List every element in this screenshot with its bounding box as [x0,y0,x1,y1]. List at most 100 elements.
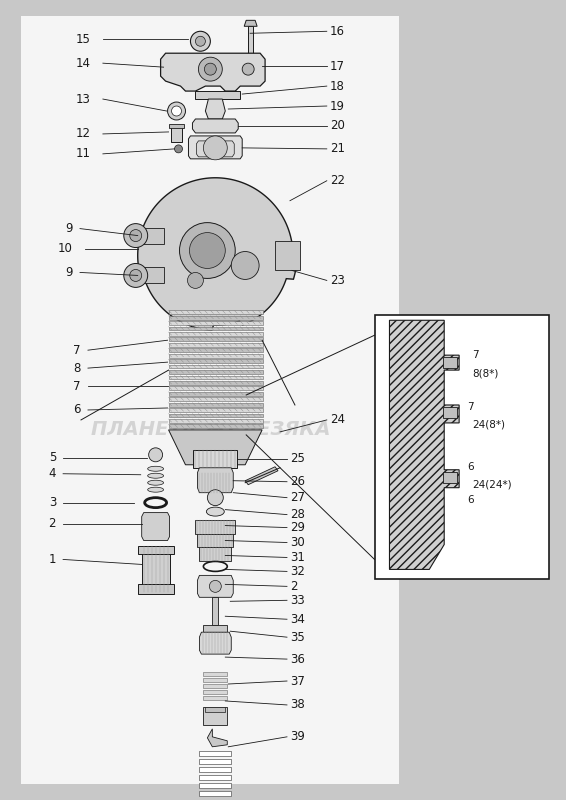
Bar [203,690,228,694]
Bar [169,414,263,418]
Ellipse shape [207,507,224,516]
Circle shape [209,580,221,592]
Text: 36: 36 [290,653,305,666]
Text: 35: 35 [290,630,305,644]
Bar [170,126,182,142]
Text: 7: 7 [467,402,474,412]
Polygon shape [141,267,164,283]
Bar [169,332,263,336]
Polygon shape [188,136,242,159]
Circle shape [124,224,148,247]
Text: 16: 16 [330,25,345,38]
Text: 6: 6 [467,494,474,505]
Polygon shape [141,228,164,243]
Bar [169,392,263,396]
Polygon shape [192,119,238,133]
Text: 18: 18 [330,79,345,93]
Text: 19: 19 [330,99,345,113]
Text: 22: 22 [330,174,345,187]
Circle shape [242,63,254,75]
Bar [169,310,263,314]
Text: 8: 8 [74,362,81,374]
Bar [169,381,263,385]
Text: 31: 31 [290,551,305,564]
Text: 20: 20 [330,119,345,133]
Bar [169,124,185,128]
Polygon shape [138,178,297,330]
Text: 6: 6 [74,403,81,417]
Text: 6: 6 [467,462,474,472]
Polygon shape [205,99,225,119]
Bar [199,774,231,780]
Circle shape [195,36,205,46]
Text: 27: 27 [290,491,305,504]
Bar [169,419,263,423]
Bar [443,407,457,418]
Circle shape [130,270,142,282]
Circle shape [174,145,182,153]
Circle shape [190,31,211,51]
Text: 4: 4 [49,467,56,480]
Text: 1: 1 [49,553,56,566]
Polygon shape [199,632,231,654]
Polygon shape [198,468,233,493]
Bar [205,707,225,712]
Text: 5: 5 [49,451,56,464]
Text: 24: 24 [330,414,345,426]
Bar [169,326,263,330]
Bar [195,91,240,99]
Text: 37: 37 [290,674,305,687]
Bar [169,359,263,363]
Polygon shape [194,450,237,468]
Bar [199,750,231,756]
Text: 24(24*): 24(24*) [472,480,512,490]
Text: 15: 15 [76,33,91,46]
Text: 2: 2 [290,580,298,593]
Text: 34: 34 [290,613,305,626]
Polygon shape [138,584,174,594]
Bar [169,375,263,379]
Text: 12: 12 [76,127,91,141]
Circle shape [130,230,142,242]
Polygon shape [196,141,234,157]
Bar [169,386,263,390]
Circle shape [187,273,203,288]
Bar [375,315,548,579]
Text: 26: 26 [290,475,305,488]
Text: 14: 14 [76,57,91,70]
Bar [169,425,263,428]
Bar [203,672,228,676]
Bar [443,472,457,482]
Bar [443,357,457,368]
Polygon shape [198,534,233,547]
Circle shape [168,102,186,120]
Circle shape [124,263,148,287]
Bar [199,766,231,772]
Ellipse shape [148,474,164,478]
Polygon shape [195,519,235,534]
Circle shape [207,490,224,506]
Text: 7: 7 [472,350,479,360]
Bar [199,758,231,764]
Text: 39: 39 [290,730,305,743]
Circle shape [231,251,259,279]
Bar [169,316,263,319]
Bar [169,354,263,358]
Polygon shape [198,575,233,598]
Bar [203,696,228,700]
Bar [169,321,263,325]
Text: 7: 7 [74,344,81,357]
Circle shape [190,233,225,269]
Text: 9: 9 [66,222,73,235]
Polygon shape [389,320,459,570]
Polygon shape [203,626,228,632]
Polygon shape [138,546,174,554]
Circle shape [171,106,182,116]
Bar [203,678,228,682]
Bar [203,684,228,688]
Text: 28: 28 [290,508,305,521]
Text: 30: 30 [290,536,305,549]
Bar [199,798,231,800]
Text: 24(8*): 24(8*) [472,420,505,430]
Bar [199,790,231,796]
